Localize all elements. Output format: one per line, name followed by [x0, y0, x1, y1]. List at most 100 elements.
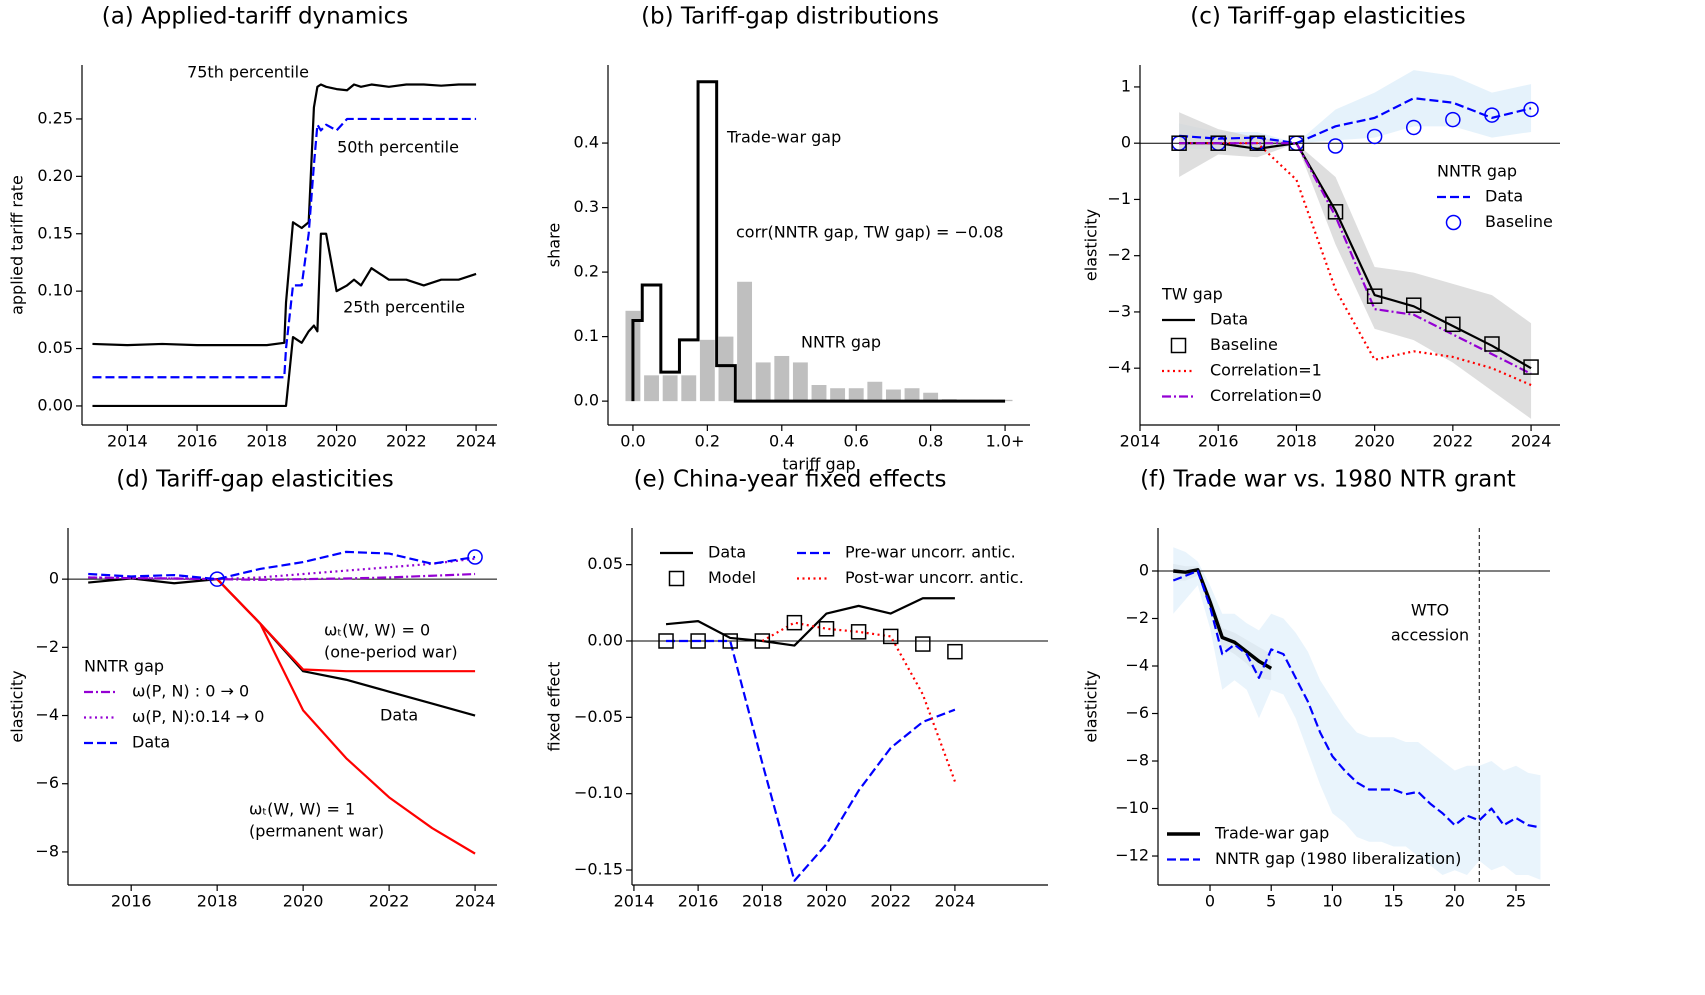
y-tick-label: 0.00	[587, 630, 623, 649]
x-tick-label: 2016	[1198, 432, 1239, 451]
annotation: (one-period war)	[324, 643, 458, 662]
marker	[1366, 128, 1383, 145]
y-axis-label: share	[545, 223, 564, 267]
histogram-bar	[737, 281, 753, 402]
legend-label: Baseline	[1210, 335, 1278, 354]
marker	[1405, 119, 1422, 136]
panel-title: (d) Tariff-gap elasticities	[116, 467, 393, 493]
annotation: accession	[1391, 626, 1469, 645]
marker	[1288, 135, 1305, 151]
legend-label: Trade-war gap	[1214, 824, 1329, 843]
histogram-bar	[774, 355, 790, 402]
legend-swatch	[1445, 214, 1462, 231]
y-tick-label: 0.05	[587, 554, 623, 573]
marker	[690, 633, 706, 649]
marker	[915, 636, 931, 652]
marker	[882, 628, 899, 645]
annotation: Trade-war gap	[726, 128, 841, 147]
marker	[818, 621, 835, 637]
x-tick-label: 1.0+	[986, 432, 1025, 451]
panel: (c) Tariff-gap elasticities elasticity 201…	[1082, 4, 1560, 451]
y-tick-label: −2	[35, 637, 59, 656]
x-tick-label: 2014	[1120, 432, 1161, 451]
y-tick-label: −1	[1107, 189, 1131, 208]
annotation: 75th percentile	[187, 63, 309, 82]
histogram-bar	[904, 388, 920, 402]
annotation: Data	[380, 706, 418, 725]
y-axis-label: applied tariff rate	[8, 175, 27, 315]
y-axis-label: elasticity	[1082, 209, 1101, 281]
x-tick-label: 25	[1506, 892, 1526, 911]
marker	[1327, 138, 1344, 154]
series-line	[666, 639, 956, 882]
x-tick-label: 0	[1205, 892, 1215, 911]
histogram-bar	[848, 388, 864, 402]
marker	[1523, 101, 1539, 118]
histogram-step	[631, 80, 1006, 403]
y-tick-label: 0	[49, 569, 59, 588]
x-tick-label: 2016	[177, 432, 218, 451]
legend-label: NNTR gap (1980 liberalization)	[1215, 849, 1461, 868]
series-line	[88, 572, 476, 581]
histogram-bar	[755, 362, 771, 402]
histogram-bar	[699, 339, 715, 402]
series-line	[761, 621, 956, 782]
y-tick-label: 0.15	[37, 223, 73, 242]
marker	[209, 571, 225, 587]
legend-label: Data	[1210, 310, 1248, 329]
x-tick-label: 2018	[246, 432, 287, 451]
legend-label: ω(P, N) : 0 → 0	[132, 682, 249, 701]
marker	[722, 633, 738, 649]
y-tick-label: 0	[1121, 133, 1131, 152]
x-tick-label: 2020	[283, 892, 324, 911]
x-tick-label: 2016	[678, 892, 719, 911]
marker	[850, 624, 867, 640]
x-tick-label: 2024	[456, 432, 497, 451]
marker	[786, 614, 803, 631]
histogram-bar	[662, 375, 678, 402]
x-tick-label: 0.6	[843, 432, 868, 451]
annotation: 25th percentile	[343, 298, 465, 317]
histogram-bar	[811, 385, 827, 402]
panel: (e) China-year fixed effects fixed effect…	[545, 467, 1048, 911]
y-tick-label: 0.4	[574, 133, 599, 152]
panel-title: (a) Applied-tariff dynamics	[102, 4, 409, 30]
marker	[1366, 288, 1383, 304]
marker	[1484, 336, 1500, 352]
histogram-bar	[885, 389, 901, 402]
y-tick-label: 0.20	[37, 166, 73, 185]
x-tick-label: 2014	[107, 432, 148, 451]
marker	[1445, 316, 1461, 333]
x-tick-label: 20	[1445, 892, 1465, 911]
legend-swatch	[668, 570, 685, 587]
x-tick-label: 0.2	[695, 432, 720, 451]
legend-title: TW gap	[1161, 285, 1223, 304]
y-tick-label: 0.00	[37, 395, 73, 414]
histogram-bar	[718, 336, 734, 402]
series-line	[216, 578, 476, 855]
legend-label: Pre-war uncorr. antic.	[845, 543, 1016, 562]
marker	[1327, 204, 1344, 220]
y-tick-label: 0.1	[574, 326, 599, 345]
series-line	[1179, 97, 1532, 145]
annotation: corr(NNTR gap, TW gap) = −0.08	[736, 223, 1004, 242]
annotation: ωₜ(W, W) = 0	[324, 621, 430, 640]
x-tick-label: 2022	[870, 892, 911, 911]
marker	[658, 633, 674, 649]
x-tick-label: 0.4	[769, 432, 794, 451]
y-tick-label: 0.10	[37, 281, 73, 300]
series-line	[1173, 568, 1273, 670]
series-line	[1172, 569, 1541, 829]
y-tick-label: −2	[1125, 608, 1149, 627]
marker	[1484, 107, 1500, 123]
legend-label: Data	[708, 543, 746, 562]
annotation: (permanent war)	[249, 822, 384, 841]
legend-label: Model	[708, 568, 756, 587]
histogram-bar	[830, 388, 846, 402]
y-tick-label: 0.05	[37, 338, 73, 357]
panel: (d) Tariff-gap elasticities elasticity 201…	[8, 467, 497, 911]
histogram-bar	[867, 381, 883, 402]
y-tick-label: −8	[35, 841, 59, 860]
x-tick-label: 2024	[935, 892, 976, 911]
y-tick-label: 0.0	[574, 391, 599, 410]
